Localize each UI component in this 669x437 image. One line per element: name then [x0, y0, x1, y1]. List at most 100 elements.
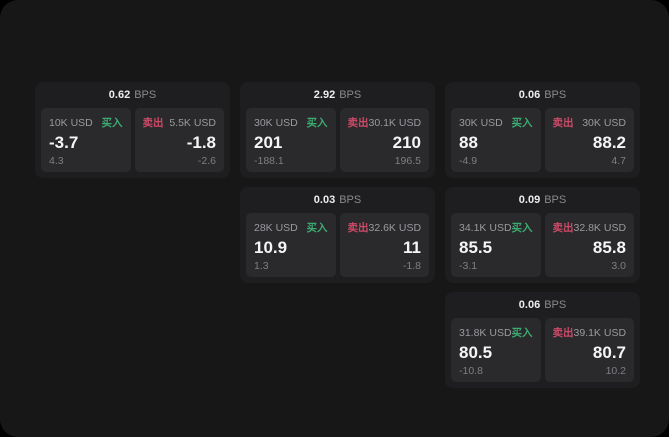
buy-label: 买入: [511, 222, 533, 234]
card-body: 28K USD 买入 10.9 1.3 卖出 32.6K USD 11 -1.8: [240, 213, 435, 277]
buy-value: -3.7: [49, 133, 79, 153]
buy-delta: 4.3: [49, 154, 64, 167]
buy-panel-top: 34.1K USD 买入: [459, 220, 533, 235]
sell-delta: -2.6: [197, 154, 216, 167]
quote-card[interactable]: 0.06 BPS 30K USD 买入 88 -4.9 卖出 30K USD 8…: [445, 82, 640, 178]
quote-card[interactable]: 2.92 BPS 30K USD 买入 201 -188.1 卖出 30.1K …: [240, 82, 435, 178]
buy-delta: -188.1: [254, 154, 284, 167]
buy-amount: 10K USD: [49, 116, 93, 129]
sell-panel[interactable]: 卖出 30.1K USD 210 196.5: [339, 108, 429, 172]
sell-amount: 32.8K USD: [573, 221, 627, 234]
sell-value: 11: [403, 238, 421, 258]
sell-label: 卖出: [142, 117, 164, 129]
buy-value: 88: [459, 133, 478, 153]
sell-value: 210: [392, 133, 421, 153]
buy-panel-top: 31.8K USD 买入: [459, 325, 533, 340]
bps-unit-label: BPS: [544, 194, 567, 206]
sell-panel[interactable]: 卖出 32.6K USD 11 -1.8: [339, 213, 429, 277]
card-body: 34.1K USD 买入 85.5 -3.1 卖出 32.8K USD 85.8…: [445, 213, 640, 277]
quote-card[interactable]: 0.06 BPS 31.8K USD 买入 80.5 -10.8 卖出 39.1…: [445, 292, 640, 388]
sell-delta: 3.0: [611, 259, 626, 272]
card-header: 0.03 BPS: [240, 187, 435, 213]
buy-delta: -3.1: [459, 259, 478, 272]
sell-delta: 196.5: [394, 154, 421, 167]
bps-unit-label: BPS: [544, 299, 567, 311]
card-header: 0.06 BPS: [445, 82, 640, 108]
sell-label: 卖出: [347, 117, 369, 129]
buy-panel[interactable]: 28K USD 买入 10.9 1.3: [246, 213, 336, 277]
sell-value: 85.8: [592, 238, 626, 258]
sell-value: -1.8: [186, 133, 216, 153]
card-body: 10K USD 买入 -3.7 4.3 卖出 5.5K USD -1.8 -2.…: [35, 108, 230, 172]
buy-label: 买入: [306, 222, 328, 234]
sell-label: 卖出: [552, 327, 574, 339]
sell-panel-top: 卖出 32.8K USD: [553, 220, 627, 235]
bps-unit-label: BPS: [134, 89, 157, 101]
buy-label: 买入: [306, 117, 328, 129]
sell-delta: -1.8: [402, 259, 421, 272]
bps-unit-label: BPS: [544, 89, 567, 101]
card-header: 0.06 BPS: [445, 292, 640, 318]
bps-value: 0.06: [518, 299, 541, 311]
sell-label: 卖出: [552, 222, 574, 234]
buy-panel-top: 30K USD 买入: [459, 115, 533, 130]
sell-value: 80.7: [592, 343, 626, 363]
bps-unit-label: BPS: [339, 194, 362, 206]
buy-panel[interactable]: 31.8K USD 买入 80.5 -10.8: [451, 318, 541, 382]
buy-amount: 31.8K USD: [459, 326, 512, 339]
sell-panel[interactable]: 卖出 32.8K USD 85.8 3.0: [544, 213, 634, 277]
buy-amount: 30K USD: [254, 116, 298, 129]
card-body: 30K USD 买入 88 -4.9 卖出 30K USD 88.2 4.7: [445, 108, 640, 172]
buy-value: 201: [254, 133, 283, 153]
buy-panel-top: 30K USD 买入: [254, 115, 328, 130]
bps-value: 0.03: [313, 194, 336, 206]
sell-delta: 10.2: [605, 364, 626, 377]
sell-label: 卖出: [552, 117, 574, 129]
buy-panel[interactable]: 10K USD 买入 -3.7 4.3: [41, 108, 131, 172]
sell-delta: 4.7: [611, 154, 626, 167]
buy-delta: -10.8: [459, 364, 483, 377]
buy-label: 买入: [101, 117, 123, 129]
card-body: 30K USD 买入 201 -188.1 卖出 30.1K USD 210 1…: [240, 108, 435, 172]
card-header: 0.62 BPS: [35, 82, 230, 108]
sell-panel[interactable]: 卖出 39.1K USD 80.7 10.2: [544, 318, 634, 382]
sell-amount: 5.5K USD: [169, 116, 216, 129]
buy-value: 85.5: [459, 238, 493, 258]
buy-panel[interactable]: 34.1K USD 买入 85.5 -3.1: [451, 213, 541, 277]
sell-amount: 30.1K USD: [368, 116, 422, 129]
quote-card[interactable]: 0.09 BPS 34.1K USD 买入 85.5 -3.1 卖出 32.8K…: [445, 187, 640, 283]
buy-value: 80.5: [459, 343, 493, 363]
sell-panel[interactable]: 卖出 5.5K USD -1.8 -2.6: [134, 108, 224, 172]
buy-label: 买入: [511, 327, 533, 339]
quote-card[interactable]: 0.03 BPS 28K USD 买入 10.9 1.3 卖出 32.6K US…: [240, 187, 435, 283]
buy-amount: 34.1K USD: [459, 221, 512, 234]
buy-delta: -4.9: [459, 154, 478, 167]
buy-panel-top: 10K USD 买入: [49, 115, 123, 130]
sell-amount: 39.1K USD: [573, 326, 627, 339]
bps-value: 0.09: [518, 194, 541, 206]
sell-panel-top: 卖出 5.5K USD: [143, 115, 217, 130]
buy-label: 买入: [511, 117, 533, 129]
card-header: 0.09 BPS: [445, 187, 640, 213]
bps-value: 0.62: [108, 89, 131, 101]
sell-panel-top: 卖出 30K USD: [553, 115, 627, 130]
sell-panel-top: 卖出 32.6K USD: [348, 220, 422, 235]
buy-amount: 30K USD: [459, 116, 503, 129]
card-body: 31.8K USD 买入 80.5 -10.8 卖出 39.1K USD 80.…: [445, 318, 640, 382]
sell-panel-top: 卖出 39.1K USD: [553, 325, 627, 340]
sell-panel-top: 卖出 30.1K USD: [348, 115, 422, 130]
buy-panel[interactable]: 30K USD 买入 88 -4.9: [451, 108, 541, 172]
sell-panel[interactable]: 卖出 30K USD 88.2 4.7: [544, 108, 634, 172]
buy-delta: 1.3: [254, 259, 269, 272]
card-header: 2.92 BPS: [240, 82, 435, 108]
quote-card[interactable]: 0.62 BPS 10K USD 买入 -3.7 4.3 卖出 5.5K USD…: [35, 82, 230, 178]
bps-value: 0.06: [518, 89, 541, 101]
buy-panel[interactable]: 30K USD 买入 201 -188.1: [246, 108, 336, 172]
bps-value: 2.92: [313, 89, 336, 101]
sell-amount: 32.6K USD: [368, 221, 422, 234]
buy-amount: 28K USD: [254, 221, 298, 234]
sell-value: 88.2: [592, 133, 626, 153]
sell-amount: 30K USD: [582, 116, 626, 129]
sell-label: 卖出: [347, 222, 369, 234]
